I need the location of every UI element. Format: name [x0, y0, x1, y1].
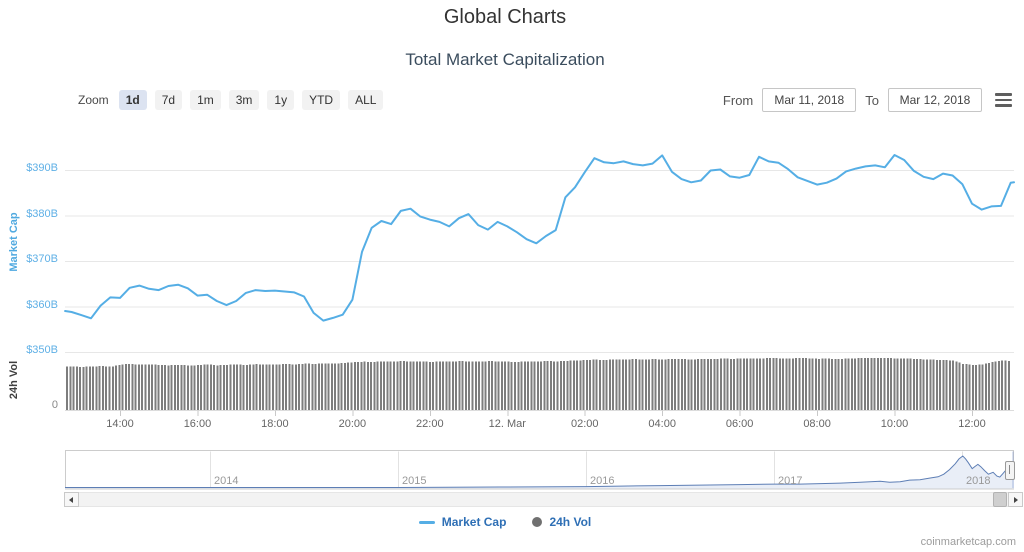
chart-subtitle: Total Market Capitalization: [405, 50, 605, 69]
legend-label: Market Cap: [441, 515, 507, 529]
xaxis-tick-label: 16:00: [183, 418, 212, 430]
legend: Market Cap 24h Vol: [0, 515, 1010, 529]
arrow-left-icon: [66, 496, 73, 503]
page-title: Global Charts: [443, 6, 567, 28]
yaxis-tick-label: $390B: [26, 162, 58, 174]
navigator-year-label: 2017: [777, 475, 803, 487]
line-marker-icon: [418, 520, 435, 524]
navigator-handle[interactable]: [1005, 461, 1015, 480]
navigator-year-label: 2018: [965, 475, 991, 487]
xaxis-tick-label: 22:00: [416, 418, 444, 430]
watermark: coinmarketcap.com: [920, 536, 1016, 548]
xaxis-tick-label: 18:00: [261, 418, 289, 430]
scrollbar-right-button[interactable]: [1008, 492, 1023, 507]
xaxis-tick-label: 12:00: [958, 418, 986, 430]
zoom-label: Zoom: [78, 93, 109, 107]
yaxis-tick-label: $360B: [26, 298, 58, 311]
circle-marker-icon: [532, 517, 543, 527]
from-label: From: [722, 92, 754, 108]
legend-label: 24h Vol: [549, 515, 592, 529]
xaxis-tick-label: 06:00: [725, 418, 754, 430]
chart-context-menu-icon[interactable]: [995, 93, 1012, 107]
xaxis-tick-label: 14:00: [106, 418, 134, 430]
arrow-right-icon: [1014, 496, 1021, 503]
navigator-year-label: 2016: [590, 475, 615, 487]
navigator-year-label: 2015: [402, 475, 427, 487]
yaxis-tick-label: $370B: [26, 253, 58, 265]
vol-axis-title: 24h Vol: [8, 360, 20, 400]
legend-item-market-cap[interactable]: Market Cap: [418, 515, 507, 529]
xaxis-tick-label: 04:00: [648, 418, 676, 430]
scrollbar-left-button[interactable]: [64, 492, 79, 507]
zoom-button-1m[interactable]: 1m: [190, 90, 221, 110]
scrollbar-track[interactable]: [79, 492, 1008, 507]
navigator[interactable]: [65, 450, 1014, 489]
zoom-button-group: 1d 7d 1m 3m 1y YTD ALL: [118, 90, 384, 110]
xaxis-tick-label: 20:00: [338, 418, 367, 430]
zoom-button-ytd[interactable]: YTD: [302, 90, 341, 110]
vol-zero-label: 0: [51, 399, 58, 411]
legend-item-24h-vol[interactable]: 24h Vol: [532, 515, 591, 529]
from-date-input[interactable]: [762, 88, 857, 112]
plot-area[interactable]: [65, 128, 1014, 410]
yaxis-tick-label: $350B: [26, 344, 58, 356]
zoom-button-3m[interactable]: 3m: [228, 90, 260, 110]
range-selector: Zoom 1d 7d 1m 3m 1y YTD ALL: [78, 90, 384, 110]
zoom-button-1d[interactable]: 1d: [118, 90, 147, 110]
date-range-controls: From To: [723, 88, 1012, 112]
yaxis-tick-label: $380B: [26, 207, 58, 220]
zoom-button-1y[interactable]: 1y: [267, 90, 295, 110]
zoom-button-all[interactable]: ALL: [348, 90, 384, 110]
to-label: To: [865, 92, 879, 108]
xaxis-tick-label: 12. Mar: [488, 418, 526, 430]
market-cap-axis-title: Market Cap: [8, 212, 20, 272]
zoom-button-7d[interactable]: 7d: [154, 90, 183, 110]
xaxis-tick-label: 10:00: [880, 418, 909, 430]
to-date-input[interactable]: [888, 88, 982, 112]
scrollbar-thumb[interactable]: [993, 492, 1007, 507]
xaxis-tick-label: 02:00: [570, 418, 599, 430]
navigator-year-label: 2014: [214, 475, 239, 487]
xaxis-tick-label: 08:00: [803, 418, 831, 430]
